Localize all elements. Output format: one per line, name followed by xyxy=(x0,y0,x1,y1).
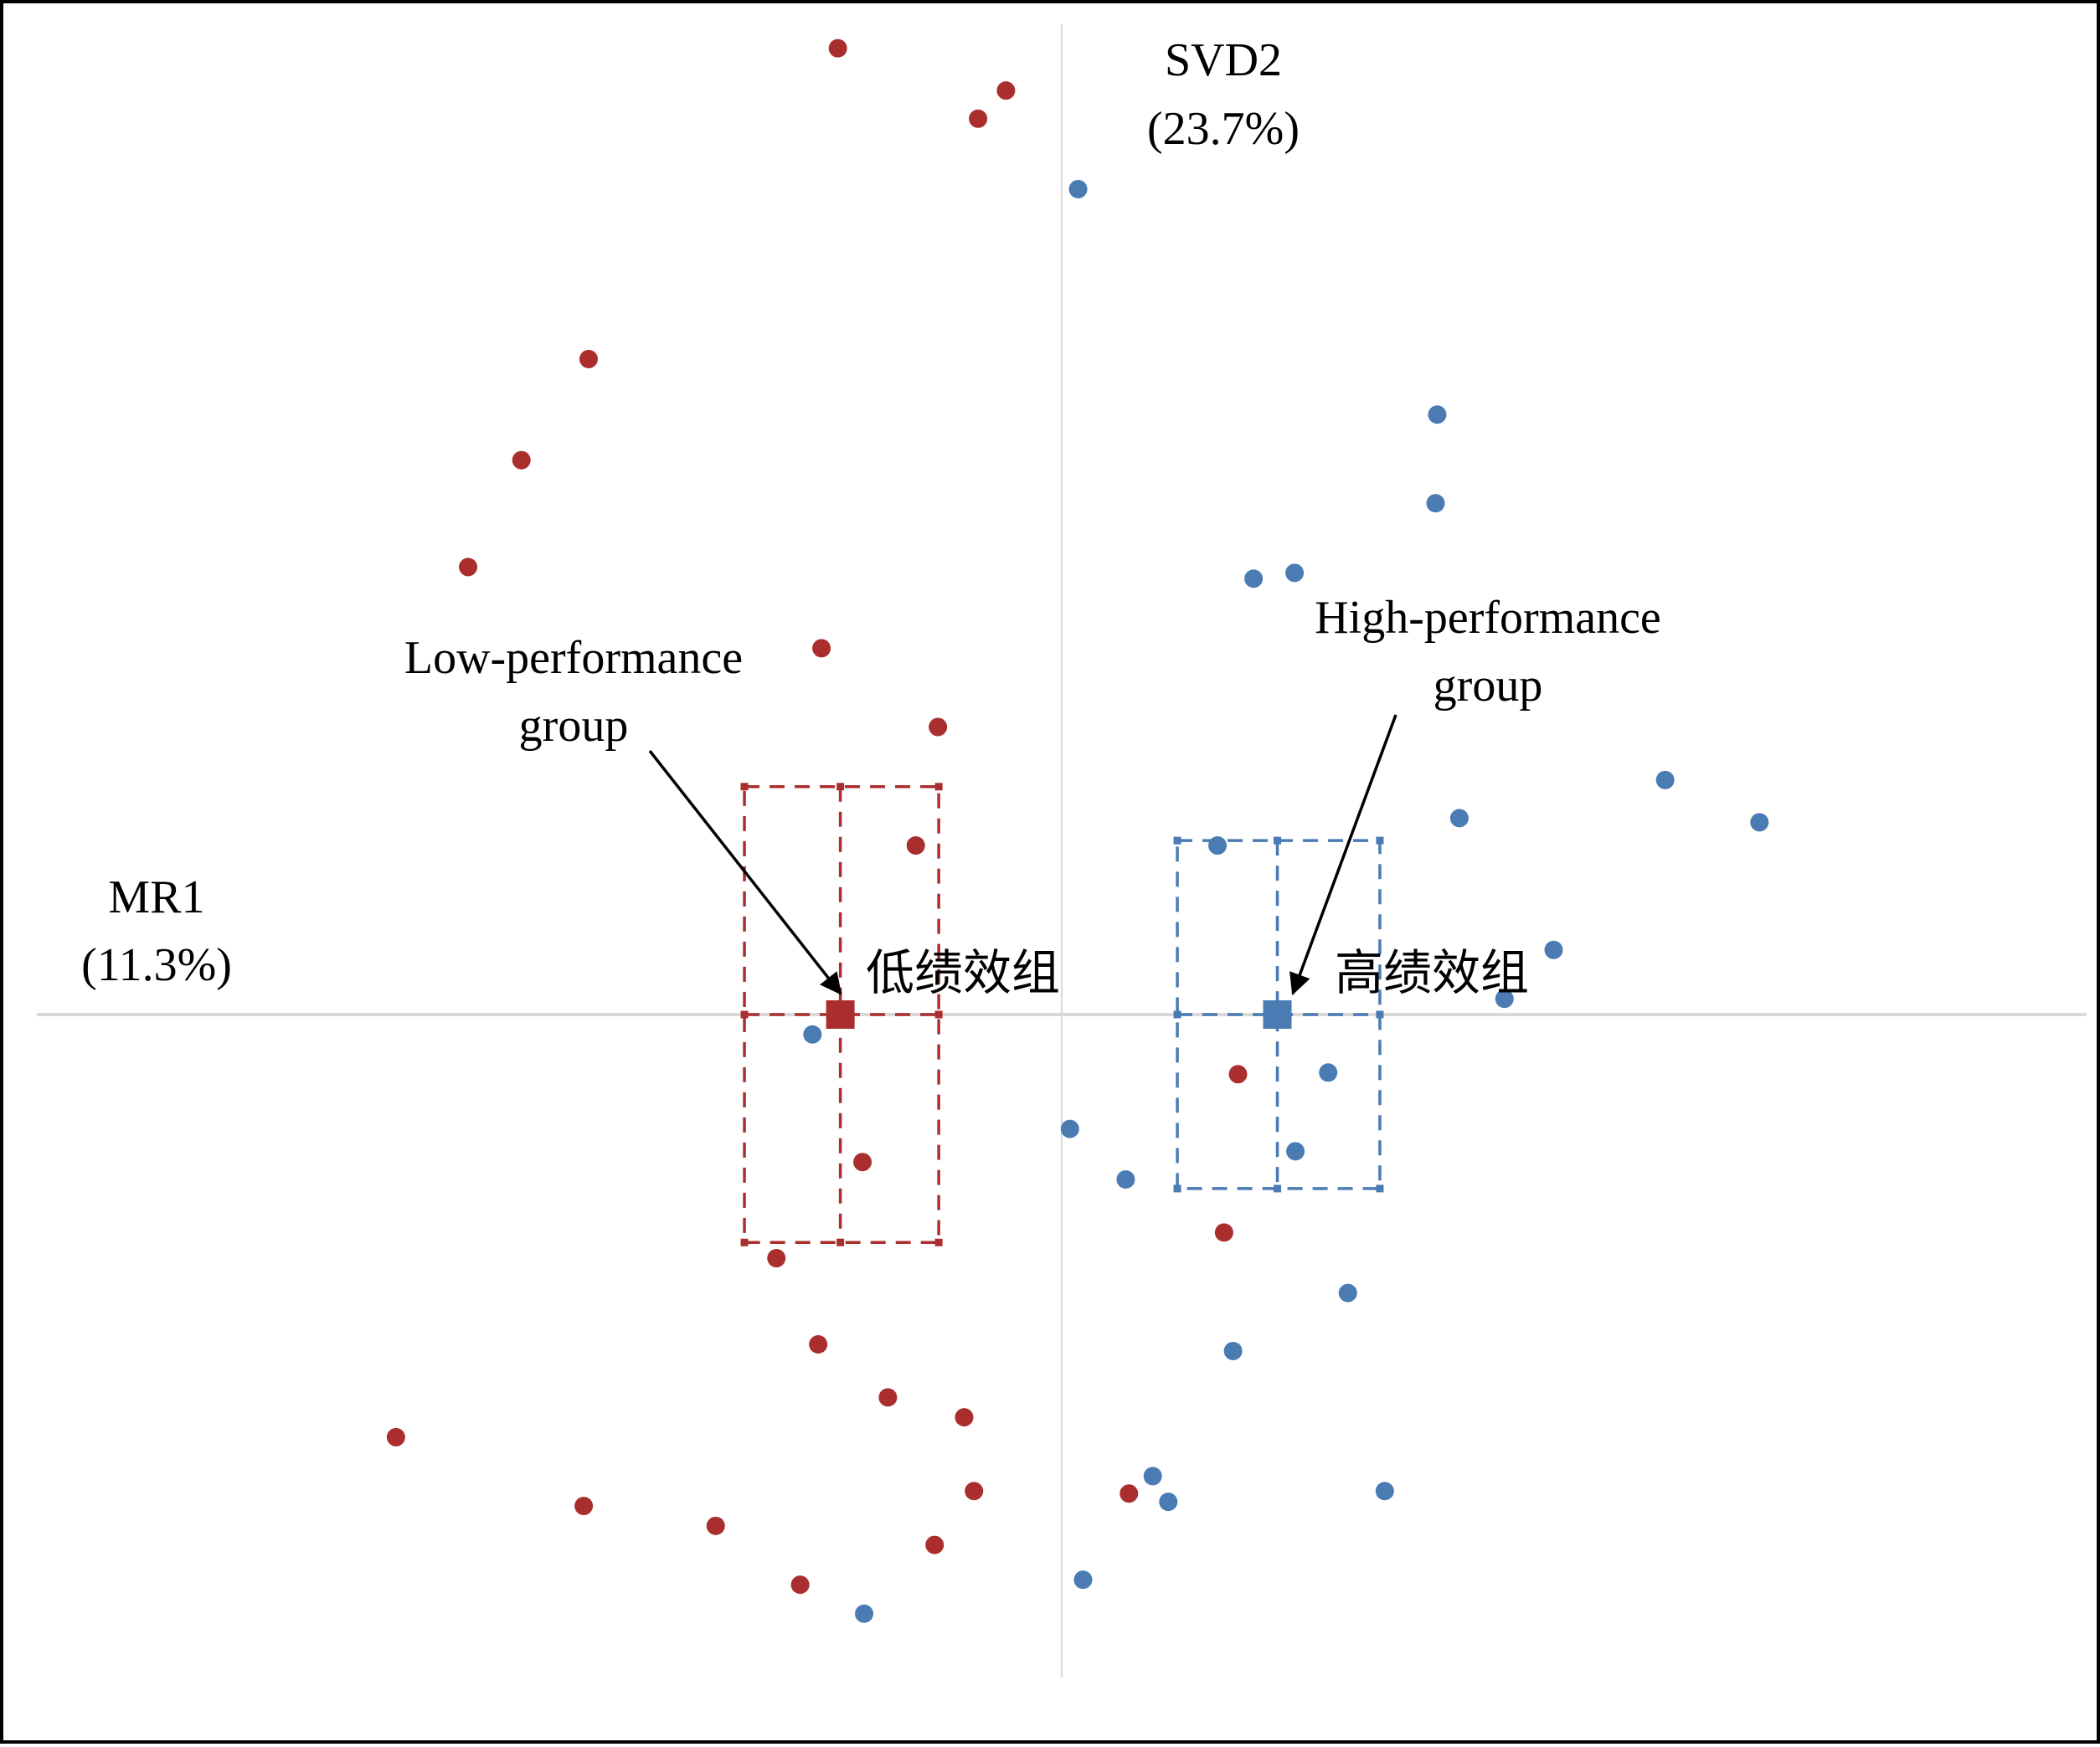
low-data-point xyxy=(853,1153,872,1172)
high-data-point xyxy=(1319,1063,1338,1082)
low-data-point xyxy=(996,81,1016,100)
y-axis-label: SVD2 xyxy=(1165,34,1282,86)
high-group-centroid xyxy=(1263,1000,1292,1029)
data-points xyxy=(386,39,1769,1623)
group-centroids xyxy=(826,1000,1292,1029)
low-group-callout-line2: group xyxy=(519,700,629,752)
x-axis-label: MR1 xyxy=(108,871,204,923)
high-data-point xyxy=(1285,563,1305,583)
x-axis-percent: (11.3%) xyxy=(81,939,232,991)
low-data-point xyxy=(767,1249,786,1268)
low-data-point xyxy=(812,639,831,658)
high-data-point xyxy=(1223,1341,1243,1360)
low-group-range-tick xyxy=(934,1010,943,1019)
high-data-point xyxy=(1544,940,1563,959)
low-data-point xyxy=(969,109,988,128)
low-data-point xyxy=(955,1408,974,1427)
high-group-callout-line1: High-performance xyxy=(1315,592,1661,644)
low-data-point xyxy=(809,1335,828,1354)
high-group-range-tick xyxy=(1173,1010,1181,1019)
low-group-range-tick xyxy=(836,783,845,791)
high-data-point xyxy=(1428,405,1447,424)
high-group-range-tick xyxy=(1274,1184,1282,1193)
high-group-range-tick xyxy=(1173,836,1181,845)
low-group-label: 低绩效组 xyxy=(866,944,1060,1001)
low-data-point xyxy=(906,836,925,856)
high-data-point xyxy=(1750,813,1769,832)
high-group-callout-arrow xyxy=(1289,714,1397,996)
high-data-point xyxy=(1449,809,1469,828)
high-data-point xyxy=(1286,1142,1305,1161)
low-data-point xyxy=(1228,1065,1248,1084)
low-data-point xyxy=(386,1427,405,1446)
high-group-callout-line2: group xyxy=(1433,660,1543,712)
high-data-point xyxy=(1060,1119,1079,1138)
high-data-point xyxy=(1426,494,1445,513)
low-data-point xyxy=(706,1516,725,1535)
high-data-point xyxy=(1116,1170,1135,1190)
high-data-point xyxy=(1208,836,1228,856)
high-data-point xyxy=(1338,1283,1357,1303)
low-group-range-tick xyxy=(934,1238,943,1246)
y-axis-percent: (23.7%) xyxy=(1147,103,1300,155)
high-data-point xyxy=(1159,1493,1178,1512)
low-data-point xyxy=(579,349,599,368)
high-data-point xyxy=(1143,1467,1162,1486)
high-data-point xyxy=(803,1025,822,1044)
low-group-range-tick xyxy=(934,783,943,791)
high-data-point xyxy=(1073,1570,1093,1590)
high-group-label: 高绩效组 xyxy=(1335,944,1529,1001)
low-group-range-tick xyxy=(740,783,749,791)
low-data-point xyxy=(512,450,531,470)
low-data-point xyxy=(878,1388,898,1407)
high-group-range-tick xyxy=(1376,836,1384,845)
low-group-range-tick xyxy=(836,1238,845,1246)
high-data-point xyxy=(1655,770,1675,789)
low-group-callout-arrow xyxy=(648,749,842,995)
low-data-point xyxy=(925,1535,944,1554)
high-group-range-tick xyxy=(1376,1184,1384,1193)
low-group-centroid xyxy=(826,1000,855,1029)
low-data-point xyxy=(1119,1484,1139,1503)
high-data-point xyxy=(1244,569,1264,588)
low-data-point xyxy=(828,39,847,58)
high-group-range-tick xyxy=(1376,1010,1384,1019)
low-data-point xyxy=(1214,1223,1233,1242)
low-data-point xyxy=(929,717,948,737)
high-group-range-tick xyxy=(1173,1184,1181,1193)
low-data-point xyxy=(459,557,478,577)
high-data-point xyxy=(855,1604,874,1623)
low-group-range-tick xyxy=(740,1238,749,1246)
high-data-point xyxy=(1495,989,1514,1009)
low-group-range-tick xyxy=(740,1010,749,1019)
low-group-callout-line1: Low-performance xyxy=(404,632,743,684)
high-data-point xyxy=(1068,179,1088,198)
scatter-plot: SVD2 (23.7%) MR1 (11.3%) Low-performance… xyxy=(37,24,2087,1678)
high-data-point xyxy=(1375,1482,1394,1501)
low-data-point xyxy=(965,1482,984,1501)
low-data-point xyxy=(574,1497,594,1516)
high-group-range-tick xyxy=(1274,836,1282,845)
low-data-point xyxy=(790,1575,810,1595)
